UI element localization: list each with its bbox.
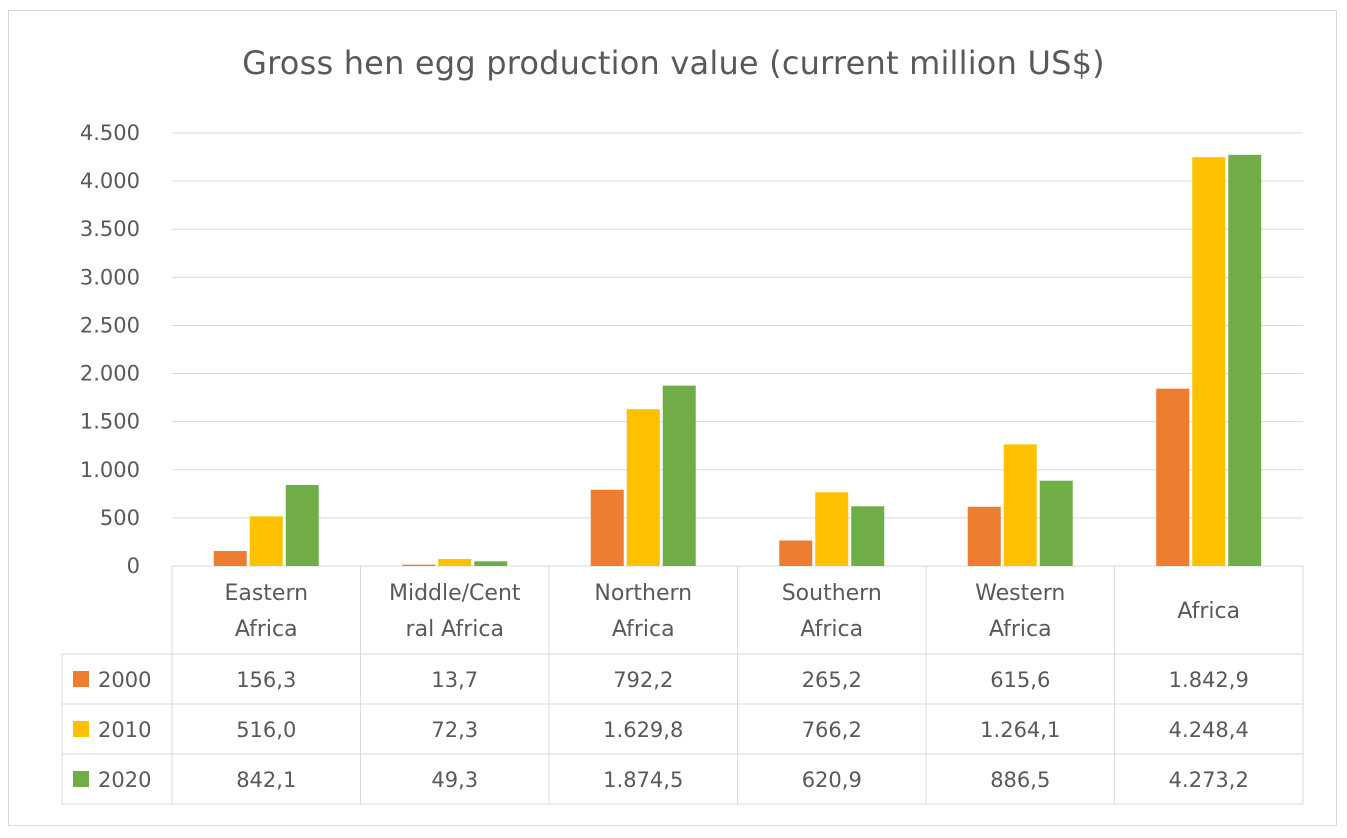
category-label: Africa	[800, 617, 863, 642]
data-label-2010-3: 766,2	[802, 718, 862, 742]
data-label-2020-1: 49,3	[431, 768, 478, 792]
bar-2010-2	[626, 409, 660, 566]
bar-2010-3	[815, 492, 849, 566]
bar-2000-3	[779, 540, 813, 566]
bar-2010-4	[1003, 444, 1037, 566]
bar-2000-1	[402, 564, 436, 566]
data-label-2010-4: 1.264,1	[980, 718, 1060, 742]
category-label: Northern	[594, 581, 692, 606]
bar-2000-2	[590, 489, 624, 566]
data-label-2000-5: 1.842,9	[1169, 668, 1249, 692]
legend-label-2010: 2010	[98, 718, 151, 742]
bar-2010-1	[438, 559, 472, 566]
legend-label-2020: 2020	[98, 768, 151, 792]
data-label-2000-4: 615,6	[990, 668, 1050, 692]
category-label: Africa	[612, 617, 675, 642]
y-tick-label: 2.500	[80, 313, 140, 337]
chart-title: Gross hen egg production value (current …	[242, 44, 1105, 82]
data-label-2020-3: 620,9	[802, 768, 862, 792]
bar-2020-0	[285, 484, 319, 566]
y-tick-label: 2.000	[80, 362, 140, 386]
data-label-2010-0: 516,0	[236, 718, 296, 742]
data-label-2020-0: 842,1	[236, 768, 296, 792]
data-label-2010-1: 72,3	[431, 718, 478, 742]
category-label: Southern	[782, 581, 882, 606]
bar-2020-5	[1228, 154, 1262, 567]
category-label: Western	[975, 581, 1065, 606]
y-tick-label: 500	[100, 506, 140, 530]
category-label: Middle/Cent	[389, 581, 521, 606]
data-label-2010-2: 1.629,8	[603, 718, 683, 742]
y-tick-label: 0	[127, 554, 140, 578]
y-tick-label: 4.500	[80, 121, 140, 145]
data-label-2020-2: 1.874,5	[603, 768, 683, 792]
y-tick-label: 3.000	[80, 265, 140, 289]
y-tick-label: 1.500	[80, 410, 140, 434]
data-label-2020-4: 886,5	[990, 768, 1050, 792]
bar-2020-4	[1039, 480, 1073, 566]
category-label: ral Africa	[406, 617, 504, 642]
data-label-2020-5: 4.273,2	[1169, 768, 1249, 792]
category-label: Africa	[235, 617, 298, 642]
data-label-2010-5: 4.248,4	[1169, 718, 1249, 742]
data-label-2000-1: 13,7	[431, 668, 478, 692]
category-label: Eastern	[224, 581, 308, 606]
category-label: Africa	[989, 617, 1052, 642]
y-tick-label: 1.000	[80, 458, 140, 482]
bar-2010-0	[249, 516, 283, 566]
y-tick-label: 3.500	[80, 217, 140, 241]
data-label-2000-2: 792,2	[613, 668, 673, 692]
bar-2000-0	[213, 550, 247, 566]
legend-key-2000	[73, 671, 89, 687]
bar-2000-5	[1156, 388, 1190, 566]
data-label-2000-3: 265,2	[802, 668, 862, 692]
legend-key-2020	[73, 771, 89, 787]
bar-2010-5	[1192, 157, 1226, 566]
data-label-2000-0: 156,3	[236, 668, 296, 692]
bar-2020-2	[662, 385, 696, 566]
legend-key-2010	[73, 721, 89, 737]
bar-2020-1	[474, 561, 508, 566]
legend-label-2000: 2000	[98, 668, 151, 692]
category-label: Africa	[1177, 599, 1240, 624]
y-tick-label: 4.000	[80, 169, 140, 193]
bar-2000-4	[967, 506, 1001, 566]
bar-2020-3	[851, 506, 885, 566]
